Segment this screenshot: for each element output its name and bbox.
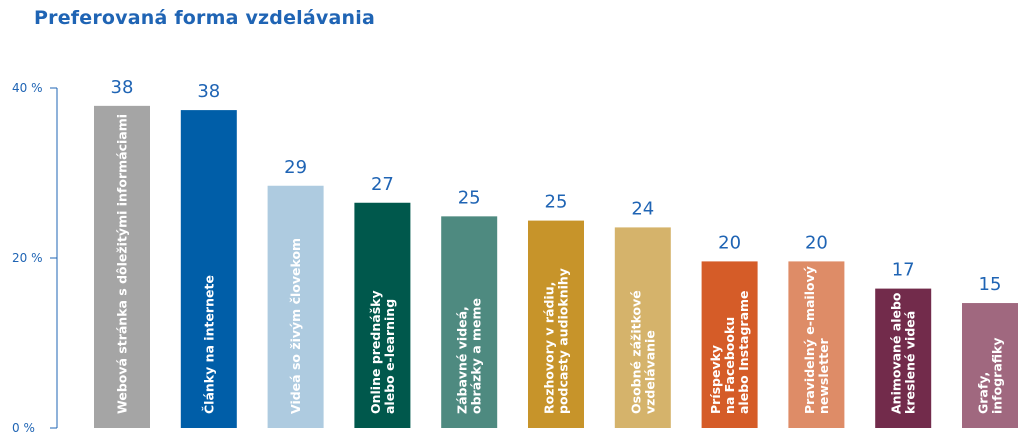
category-label: Videá so živým človekom bbox=[288, 238, 303, 414]
bar bbox=[788, 261, 845, 428]
category-label: Animované alebokreslené videá bbox=[889, 292, 918, 414]
bar-value-label: 27 bbox=[371, 174, 394, 195]
category-label: Grafy,infografiky bbox=[976, 338, 1005, 414]
category-label: Články na internete bbox=[201, 275, 216, 414]
category-label: Pravidelný e-mailovýnewsletter bbox=[802, 266, 831, 414]
bar bbox=[701, 261, 758, 428]
bar bbox=[528, 220, 584, 428]
category-label: Zábavné videá,obrázky a meme bbox=[455, 298, 484, 414]
bar bbox=[94, 105, 150, 428]
y-tick-label: 0 % bbox=[12, 421, 35, 435]
bar bbox=[875, 288, 932, 428]
bar bbox=[180, 110, 237, 428]
bar bbox=[441, 216, 498, 428]
bar-value-label: 15 bbox=[979, 274, 1002, 295]
bar-value-label: 29 bbox=[284, 157, 307, 178]
bar-value-label: 38 bbox=[197, 81, 220, 102]
bar-value-label: 38 bbox=[111, 77, 134, 98]
bar bbox=[962, 303, 1018, 428]
category-label: Príspevkyna Facebookualebo Instagrame bbox=[708, 290, 751, 414]
bar-value-label: 25 bbox=[545, 192, 568, 213]
category-label: Online prednáškyalebo e-learning bbox=[368, 290, 397, 414]
y-tick-label: 40 % bbox=[12, 81, 43, 95]
chart-title: Preferovaná forma vzdelávania bbox=[34, 7, 375, 29]
y-tick-label: 20 % bbox=[12, 251, 43, 265]
bar bbox=[614, 227, 671, 428]
bar-value-label: 17 bbox=[892, 260, 915, 281]
category-label: Rozhovory v rádiu,podcasty audioknihy bbox=[542, 268, 571, 414]
category-label: Osobné zážitkovévzdelávanie bbox=[628, 290, 657, 414]
bar-value-label: 24 bbox=[631, 198, 654, 219]
bar-value-label: 20 bbox=[718, 232, 741, 253]
bar-value-label: 20 bbox=[805, 232, 828, 253]
bar bbox=[267, 185, 324, 428]
category-label: Webová stránka s dôležitými informáciami bbox=[115, 114, 130, 414]
bar bbox=[354, 202, 411, 428]
bar-value-label: 25 bbox=[458, 187, 481, 208]
